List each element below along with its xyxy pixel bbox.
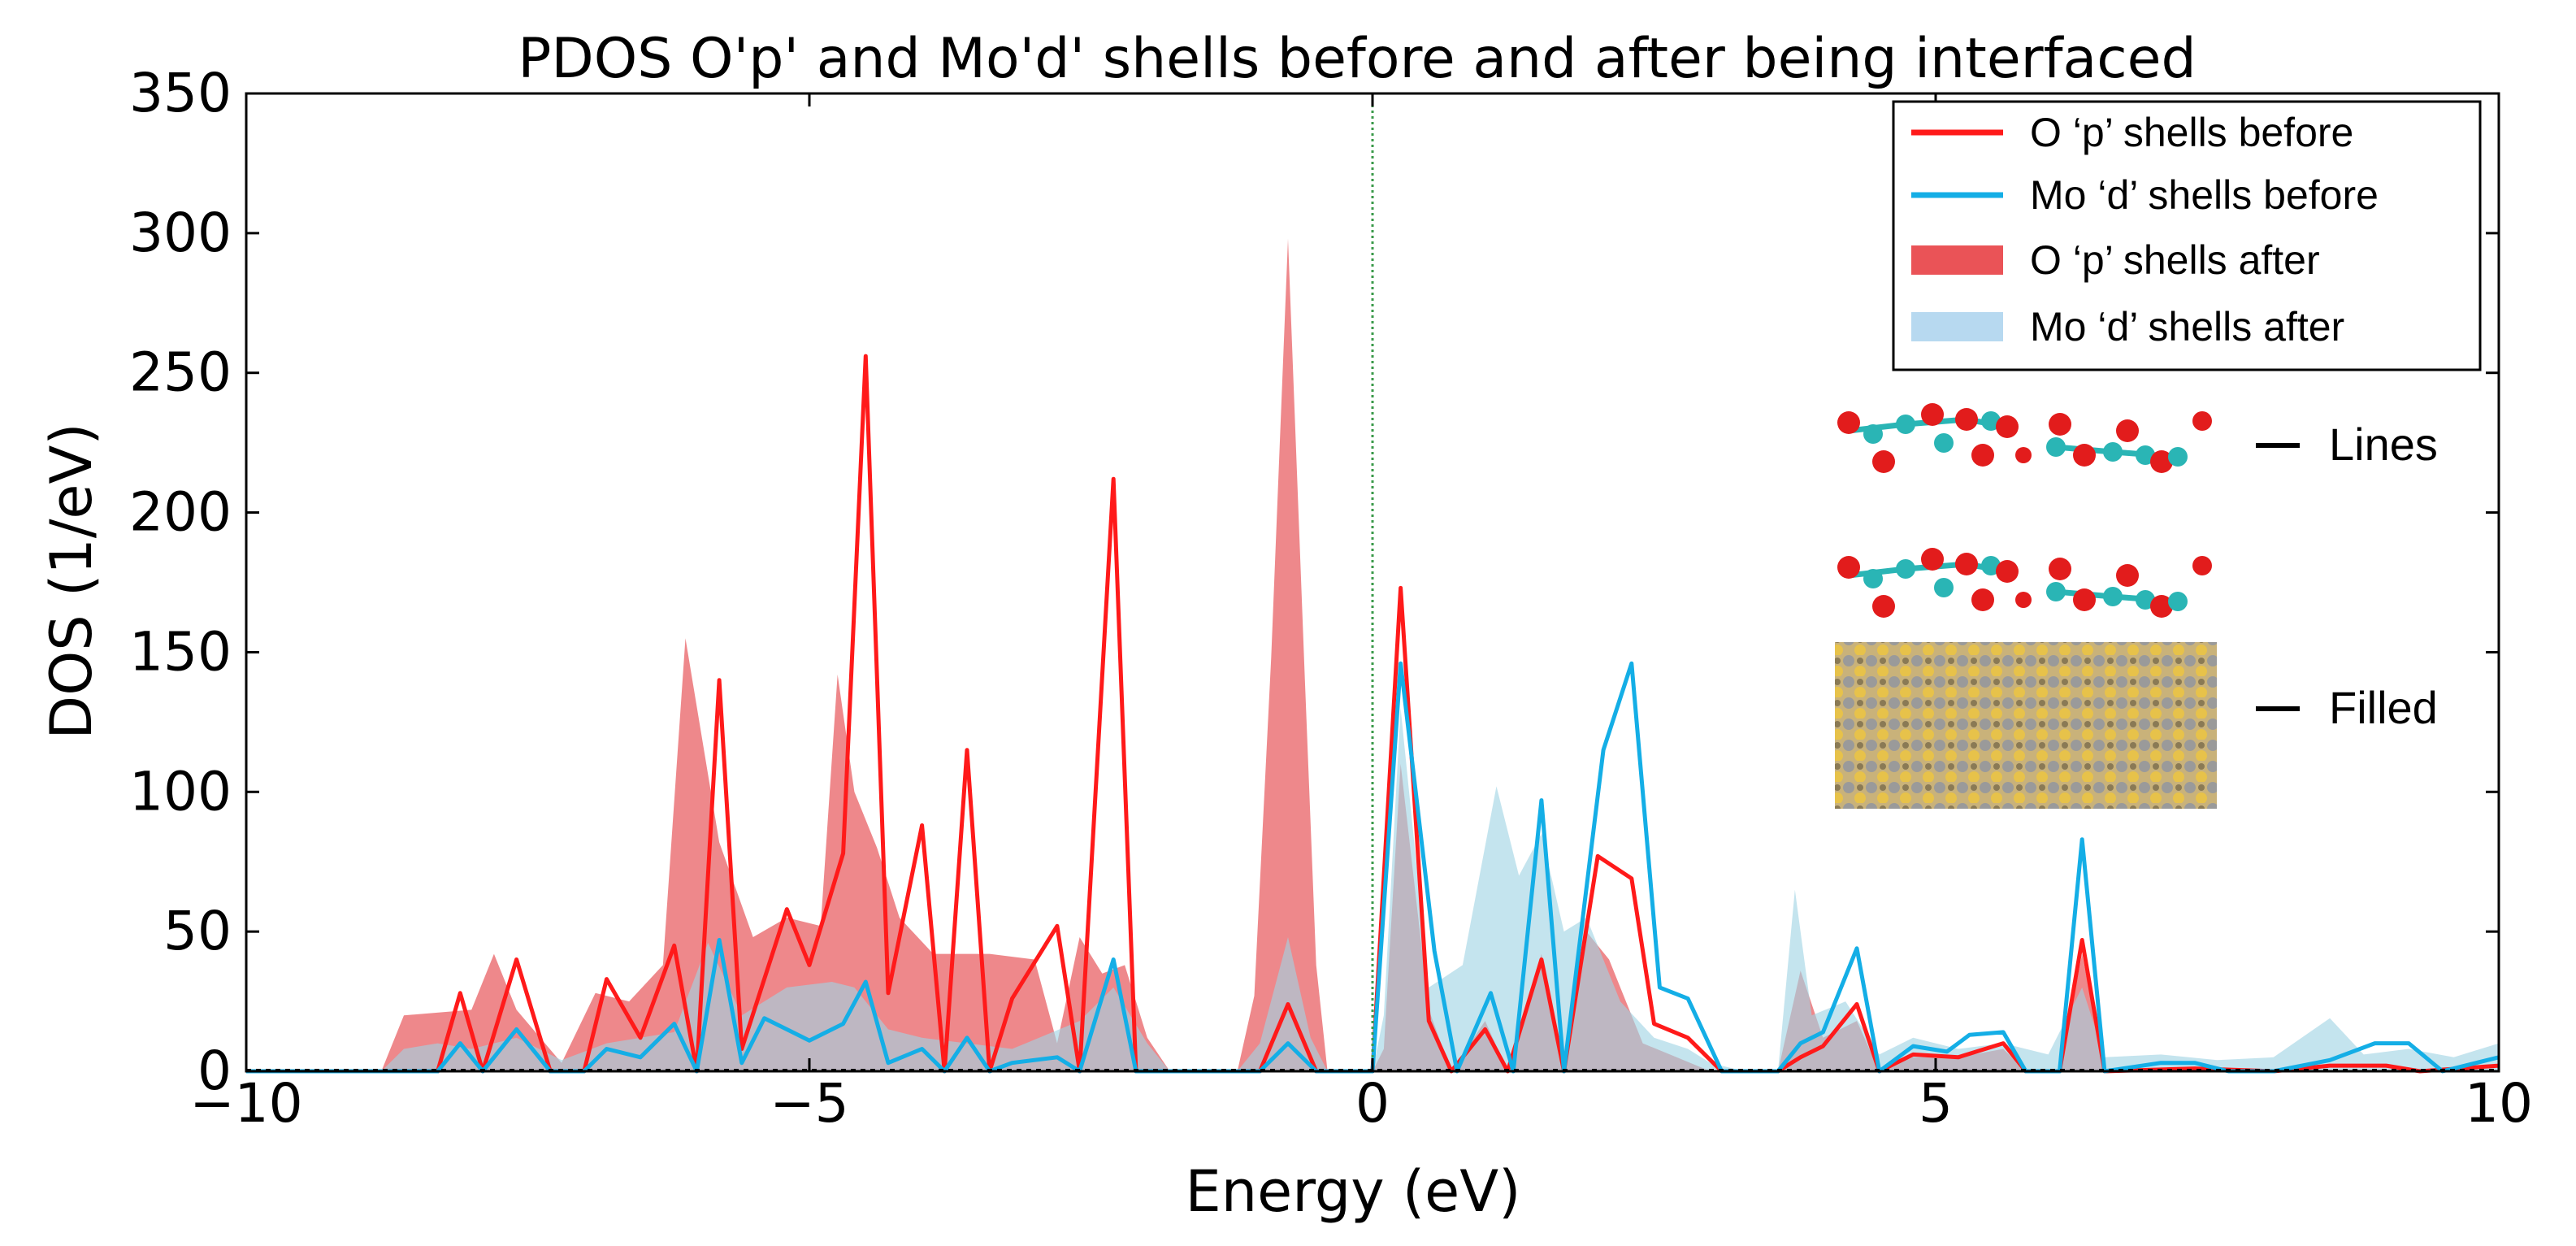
inset-label-filled: Filled	[2329, 682, 2438, 733]
y-tick-label: 150	[129, 620, 232, 683]
legend-label-o-after: O ‘p’ shells after	[2030, 237, 2320, 283]
inset-label-lines: Lines	[2329, 419, 2438, 470]
y-tick-label: 250	[129, 341, 232, 404]
legend-swatch-mo-after	[1911, 312, 2003, 341]
chart-title: PDOS O'p' and Mo'd' shells before and af…	[518, 27, 2196, 91]
x-tick-label: −5	[770, 1072, 848, 1135]
y-tick-label: 50	[163, 900, 232, 962]
x-tick-label: 10	[2465, 1072, 2533, 1135]
legend: O ‘p’ shells before Mo ‘d’ shells before…	[1892, 100, 2482, 371]
legend-label-mo-before: Mo ‘d’ shells before	[2030, 172, 2379, 218]
y-tick-label: 100	[129, 760, 232, 823]
x-tick-label: 5	[1919, 1072, 1953, 1135]
molecule-lines	[1837, 403, 2212, 473]
x-axis-label: Energy (eV)	[1186, 1158, 1521, 1225]
molecule-filled	[1837, 548, 2212, 618]
y-tick-label: 0	[197, 1040, 232, 1102]
legend-swatch-o-after	[1911, 245, 2003, 275]
legend-label-o-before: O ‘p’ shells before	[2030, 110, 2353, 155]
y-axis-label: DOS (1/eV)	[38, 423, 105, 739]
y-tick-label: 200	[129, 481, 232, 544]
y-tick-label: 350	[129, 62, 232, 124]
legend-label-mo-after: Mo ‘d’ shells after	[2030, 304, 2344, 349]
x-tick-label: 0	[1355, 1072, 1390, 1135]
y-tick-label: 300	[129, 202, 232, 264]
substrate-slab	[1835, 642, 2217, 809]
x-tick-label: −10	[189, 1072, 302, 1135]
structure-inset: Lines Filled	[1835, 403, 2438, 809]
